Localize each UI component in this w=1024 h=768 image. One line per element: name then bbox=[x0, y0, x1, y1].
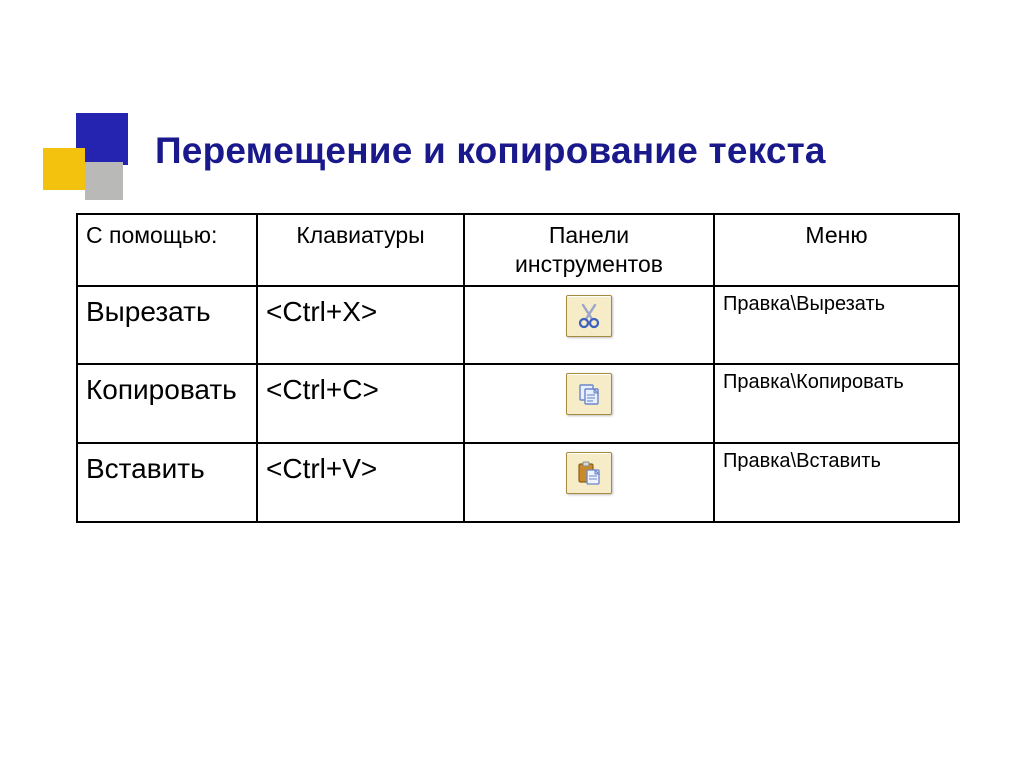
table-row: Вырезать <Ctrl+X> Правка\Вырезать bbox=[77, 286, 959, 365]
decor-square-gray bbox=[85, 162, 123, 200]
menu-path: Правка\Вставить bbox=[714, 443, 959, 522]
table-header-row: С помощью: Клавиатуры Панели инструменто… bbox=[77, 214, 959, 286]
action-label: Копировать bbox=[77, 364, 257, 443]
clipboard-shortcuts-table: С помощью: Клавиатуры Панели инструменто… bbox=[76, 213, 960, 523]
paste-icon bbox=[566, 452, 612, 494]
table-row: Вставить <Ctrl+V> Правка\Вст bbox=[77, 443, 959, 522]
col-header-using: С помощью: bbox=[77, 214, 257, 286]
key-shortcut: <Ctrl+C> bbox=[257, 364, 464, 443]
toolbar-icon-cell bbox=[464, 364, 714, 443]
col-header-toolbar: Панели инструментов bbox=[464, 214, 714, 286]
cut-icon bbox=[566, 295, 612, 337]
action-label: Вставить bbox=[77, 443, 257, 522]
slide-title: Перемещение и копирование текста bbox=[155, 130, 826, 172]
action-label: Вырезать bbox=[77, 286, 257, 365]
copy-icon bbox=[566, 373, 612, 415]
key-shortcut: <Ctrl+X> bbox=[257, 286, 464, 365]
toolbar-icon-cell bbox=[464, 443, 714, 522]
decor-square-yellow bbox=[43, 148, 85, 190]
col-header-keyboard: Клавиатуры bbox=[257, 214, 464, 286]
key-shortcut: <Ctrl+V> bbox=[257, 443, 464, 522]
menu-path: Правка\Копировать bbox=[714, 364, 959, 443]
table-row: Копировать <Ctrl+C> Правка\К bbox=[77, 364, 959, 443]
slide: Перемещение и копирование текста С помощ… bbox=[0, 0, 1024, 768]
col-header-menu: Меню bbox=[714, 214, 959, 286]
menu-path: Правка\Вырезать bbox=[714, 286, 959, 365]
toolbar-icon-cell bbox=[464, 286, 714, 365]
